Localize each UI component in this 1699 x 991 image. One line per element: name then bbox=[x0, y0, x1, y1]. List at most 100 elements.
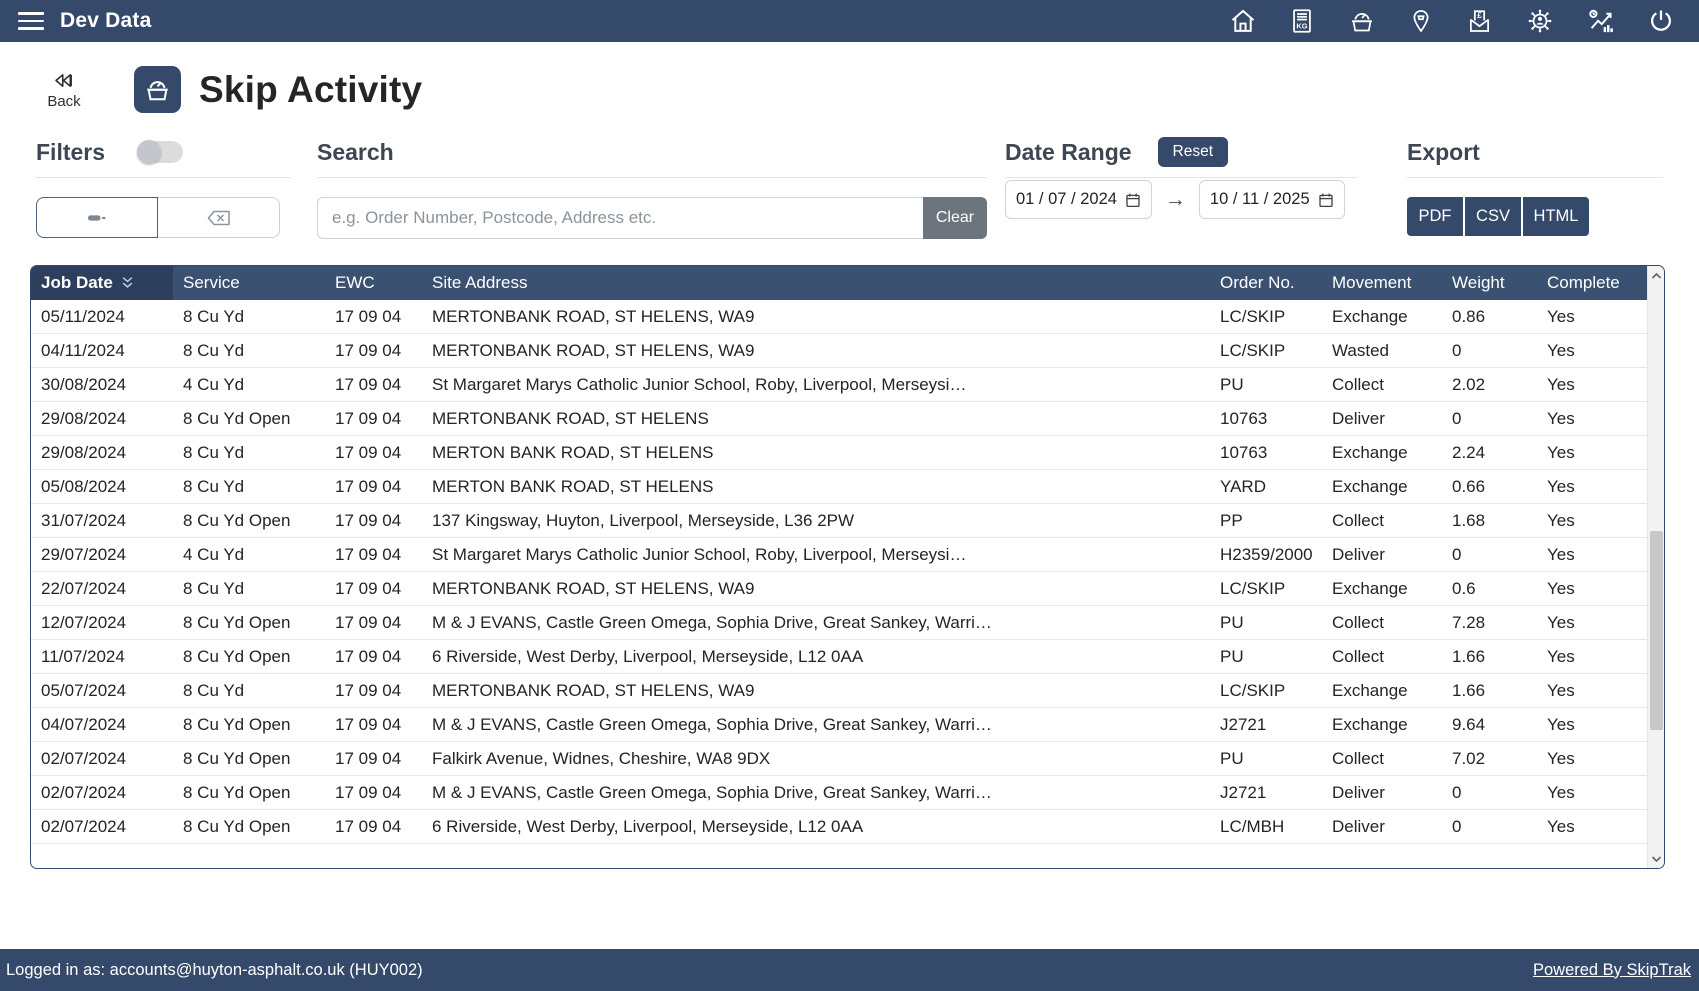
cell-site-address: MERTONBANK ROAD, ST HELENS, WA9 bbox=[422, 300, 1210, 334]
cell-site-address: MERTONBANK ROAD, ST HELENS, WA9 bbox=[422, 571, 1210, 606]
column-header-weight[interactable]: Weight bbox=[1442, 266, 1537, 300]
invoice-icon[interactable]: £ bbox=[1465, 7, 1494, 35]
power-icon[interactable] bbox=[1647, 7, 1675, 35]
cell-movement: Wasted bbox=[1322, 333, 1442, 368]
filters-toggle[interactable] bbox=[137, 140, 184, 164]
table-row[interactable]: 02/07/2024 8 Cu Yd Open 17 09 04 M & J E… bbox=[31, 775, 1647, 810]
cell-order-no: LC/SKIP bbox=[1210, 333, 1322, 368]
cell-complete: Yes bbox=[1537, 673, 1647, 708]
cell-order-no: H2359/2000 bbox=[1210, 537, 1322, 572]
cell-movement: Deliver bbox=[1322, 809, 1442, 844]
cell-job-date: 05/07/2024 bbox=[31, 673, 173, 708]
cell-order-no: 10763 bbox=[1210, 401, 1322, 436]
cell-job-date: 04/11/2024 bbox=[31, 333, 173, 368]
table-row[interactable]: 02/07/2024 8 Cu Yd Open 17 09 04 Falkirk… bbox=[31, 741, 1647, 776]
cell-service: 8 Cu Yd Open bbox=[173, 639, 325, 674]
table-scrollbar[interactable] bbox=[1647, 266, 1664, 868]
scroll-up-icon[interactable] bbox=[1648, 267, 1664, 284]
scrollbar-thumb[interactable] bbox=[1649, 530, 1663, 730]
footer-bar: Logged in as: accounts@huyton-asphalt.co… bbox=[0, 949, 1699, 991]
table-row[interactable]: 12/07/2024 8 Cu Yd Open 17 09 04 M & J E… bbox=[31, 605, 1647, 640]
date-from-input[interactable]: 01 / 07 / 2024 bbox=[1005, 180, 1152, 219]
analytics-icon[interactable] bbox=[1586, 7, 1616, 36]
table-row[interactable]: 29/08/2024 8 Cu Yd 17 09 04 MERTON BANK … bbox=[31, 435, 1647, 470]
table-row[interactable]: 02/07/2024 8 Cu Yd Open 17 09 04 6 River… bbox=[31, 809, 1647, 844]
table-row[interactable]: 04/07/2024 8 Cu Yd Open 17 09 04 M & J E… bbox=[31, 707, 1647, 742]
export-html-button[interactable]: HTML bbox=[1523, 197, 1589, 236]
cell-service: 8 Cu Yd bbox=[173, 435, 325, 470]
cell-job-date: 30/08/2024 bbox=[31, 367, 173, 402]
table-row[interactable]: 05/11/2024 8 Cu Yd 17 09 04 MERTONBANK R… bbox=[31, 300, 1647, 334]
cell-complete: Yes bbox=[1537, 537, 1647, 572]
cell-complete: Yes bbox=[1537, 401, 1647, 436]
cell-order-no: PU bbox=[1210, 367, 1322, 402]
cell-complete: Yes bbox=[1537, 503, 1647, 538]
powered-by-link[interactable]: Powered By SkipTrak bbox=[1532, 960, 1691, 979]
export-csv-button[interactable]: CSV bbox=[1465, 197, 1521, 236]
table-row[interactable]: 05/07/2024 8 Cu Yd 17 09 04 MERTONBANK R… bbox=[31, 673, 1647, 708]
cell-service: 8 Cu Yd bbox=[173, 300, 325, 334]
cell-complete: Yes bbox=[1537, 741, 1647, 776]
search-clear-button[interactable]: Clear bbox=[923, 197, 987, 239]
scroll-down-icon[interactable] bbox=[1648, 850, 1664, 867]
column-header-service[interactable]: Service bbox=[173, 266, 325, 300]
date-to-input[interactable]: 10 / 11 / 2025 bbox=[1198, 180, 1345, 219]
cell-service: 8 Cu Yd Open bbox=[173, 503, 325, 538]
cell-complete: Yes bbox=[1537, 809, 1647, 844]
cell-complete: Yes bbox=[1537, 639, 1647, 674]
column-header-complete[interactable]: Complete bbox=[1537, 266, 1647, 300]
cell-ewc: 17 09 04 bbox=[325, 367, 422, 402]
filter-edit-button[interactable] bbox=[36, 197, 158, 238]
cell-complete: Yes bbox=[1537, 435, 1647, 470]
cell-movement: Collect bbox=[1322, 741, 1442, 776]
cell-weight: 7.02 bbox=[1442, 741, 1537, 776]
cell-order-no: PU bbox=[1210, 741, 1322, 776]
column-header-order-no[interactable]: Order No. bbox=[1210, 266, 1322, 300]
backspace-icon bbox=[207, 210, 230, 225]
table-row[interactable]: 29/07/2024 4 Cu Yd 17 09 04 St Margaret … bbox=[31, 537, 1647, 572]
cell-complete: Yes bbox=[1537, 707, 1647, 742]
filter-clear-button[interactable] bbox=[158, 197, 280, 238]
column-header-movement[interactable]: Movement bbox=[1322, 266, 1442, 300]
svg-text:£: £ bbox=[1477, 11, 1482, 20]
table-row[interactable]: 30/08/2024 4 Cu Yd 17 09 04 St Margaret … bbox=[31, 367, 1647, 402]
sort-descending-icon bbox=[122, 277, 133, 288]
column-header-site-address[interactable]: Site Address bbox=[422, 266, 1210, 300]
cell-complete: Yes bbox=[1537, 367, 1647, 402]
cell-movement: Collect bbox=[1322, 605, 1442, 640]
cell-movement: Exchange bbox=[1322, 673, 1442, 708]
account-settings-icon[interactable] bbox=[1525, 6, 1555, 36]
back-button[interactable]: Back bbox=[36, 70, 92, 110]
home-icon[interactable] bbox=[1229, 7, 1257, 35]
weight-ticket-icon[interactable]: KG bbox=[1288, 7, 1316, 35]
cell-job-date: 12/07/2024 bbox=[31, 605, 173, 640]
column-header-ewc[interactable]: EWC bbox=[325, 266, 422, 300]
cell-weight: 0 bbox=[1442, 401, 1537, 436]
location-pin-icon[interactable] bbox=[1408, 7, 1434, 35]
cell-weight: 1.66 bbox=[1442, 639, 1537, 674]
cell-job-date: 02/07/2024 bbox=[31, 741, 173, 776]
hamburger-menu-icon[interactable] bbox=[14, 6, 48, 36]
table-row[interactable]: 29/08/2024 8 Cu Yd Open 17 09 04 MERTONB… bbox=[31, 401, 1647, 436]
filters-label: Filters bbox=[36, 138, 106, 165]
table-row[interactable]: 11/07/2024 8 Cu Yd Open 17 09 04 6 River… bbox=[31, 639, 1647, 674]
search-input[interactable] bbox=[317, 197, 923, 239]
skip-activity-icon[interactable] bbox=[1347, 7, 1377, 35]
cell-ewc: 17 09 04 bbox=[325, 707, 422, 742]
export-pdf-button[interactable]: PDF bbox=[1407, 197, 1463, 236]
table-row[interactable]: 05/08/2024 8 Cu Yd 17 09 04 MERTON BANK … bbox=[31, 469, 1647, 504]
cell-site-address: MERTON BANK ROAD, ST HELENS bbox=[422, 469, 1210, 504]
column-header-job-date[interactable]: Job Date bbox=[31, 266, 173, 300]
date-reset-button[interactable]: Reset bbox=[1157, 137, 1229, 167]
cell-service: 8 Cu Yd bbox=[173, 469, 325, 504]
table-row[interactable]: 04/11/2024 8 Cu Yd 17 09 04 MERTONBANK R… bbox=[31, 333, 1647, 368]
cell-weight: 0.6 bbox=[1442, 571, 1537, 606]
calendar-icon bbox=[1126, 193, 1140, 207]
table-row[interactable]: 22/07/2024 8 Cu Yd 17 09 04 MERTONBANK R… bbox=[31, 571, 1647, 606]
cell-order-no: PP bbox=[1210, 503, 1322, 538]
cell-job-date: 29/08/2024 bbox=[31, 401, 173, 436]
cell-weight: 1.68 bbox=[1442, 503, 1537, 538]
search-section: Search Clear bbox=[317, 135, 987, 239]
table-row[interactable]: 31/07/2024 8 Cu Yd Open 17 09 04 137 Kin… bbox=[31, 503, 1647, 538]
cell-site-address: M & J EVANS, Castle Green Omega, Sophia … bbox=[422, 775, 1210, 810]
